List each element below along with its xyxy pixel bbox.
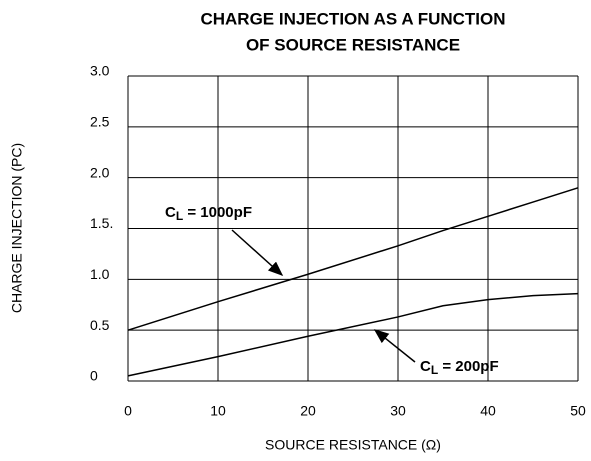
chart-title: CHARGE INJECTION AS A FUNCTION: [200, 9, 505, 28]
y-tick-label: 2.5: [90, 114, 110, 130]
x-tick-label: 10: [210, 403, 226, 419]
data-line: [127, 292, 579, 377]
annotation-arrow: [231, 229, 284, 277]
x-tick-label: 50: [570, 403, 586, 419]
y-tick-label: 0: [90, 368, 98, 384]
y-axis-label: CHARGE INJECTION (PC): [9, 143, 25, 313]
x-tick-label: 20: [300, 403, 316, 419]
y-tick-label: 2.0: [90, 164, 110, 180]
y-tick-label: 1.5.: [90, 215, 113, 231]
x-tick-label: 0: [124, 403, 132, 419]
y-tick-label: 0.5: [90, 317, 110, 333]
chart-title: OF SOURCE RESISTANCE: [246, 35, 460, 54]
series-label: CL = 200pF: [420, 358, 499, 377]
x-axis-label: SOURCE RESISTANCE (Ω): [265, 437, 441, 453]
y-tick-label: 1.0: [90, 266, 110, 282]
x-tick-label: 30: [390, 403, 406, 419]
data-line: [127, 187, 579, 331]
x-tick-label: 40: [480, 403, 496, 419]
annotation-arrow: [373, 329, 416, 363]
y-tick-label: 3.0: [90, 63, 110, 79]
series-label: CL = 1000pF: [165, 204, 252, 223]
